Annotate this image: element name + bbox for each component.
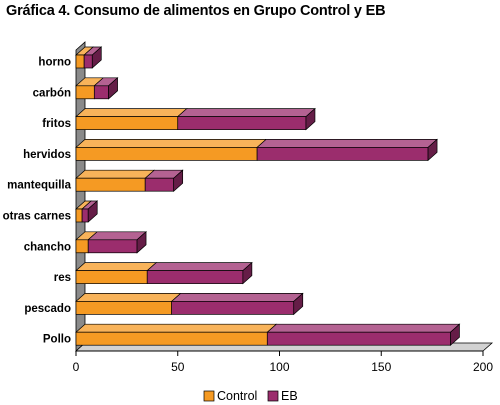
category-label-0: horno bbox=[38, 57, 71, 69]
bar-eb-9 bbox=[266, 323, 461, 346]
bar-top-face bbox=[75, 139, 268, 148]
bar-front-face bbox=[75, 239, 89, 254]
bar-eb-5 bbox=[81, 200, 99, 223]
bar-top-face bbox=[266, 323, 461, 333]
category-label-1: carbón bbox=[33, 87, 71, 99]
bar-control-2 bbox=[75, 108, 188, 130]
bar-top-face bbox=[170, 293, 304, 302]
bar-front-face bbox=[83, 54, 93, 69]
bar-eb-7 bbox=[146, 261, 253, 285]
bar-control-3 bbox=[75, 139, 268, 161]
bar-front-face bbox=[75, 85, 95, 100]
chart-legend: Control EB bbox=[203, 389, 298, 403]
category-label-3: hervidos bbox=[23, 149, 71, 161]
bar-side-face bbox=[427, 138, 438, 162]
bar-top-face bbox=[146, 262, 253, 271]
bar-top-face bbox=[87, 231, 147, 241]
bar-front-face bbox=[75, 331, 268, 346]
bar-side-face bbox=[108, 77, 118, 100]
bar-front-face bbox=[75, 147, 258, 161]
bar-front-face bbox=[87, 239, 138, 254]
bar-side-face bbox=[91, 46, 102, 69]
bar-top-face bbox=[75, 293, 182, 302]
bar-eb-2 bbox=[176, 107, 316, 131]
category-label-6: chancho bbox=[24, 241, 71, 253]
bar-side-face bbox=[305, 107, 316, 131]
category-labels: horno carbón fritos hervidos mantequilla otra… bbox=[3, 57, 72, 346]
category-label-7: res bbox=[54, 272, 71, 284]
x-tick-label-0: 0 bbox=[73, 360, 80, 374]
bar-eb-0 bbox=[83, 46, 103, 69]
bar-side-face bbox=[450, 323, 460, 346]
bar-eb-1 bbox=[93, 77, 119, 100]
bar-side-face bbox=[136, 231, 147, 254]
x-axis-ticks: 0 50 100 150 200 bbox=[73, 350, 493, 374]
bar-eb-3 bbox=[256, 138, 438, 162]
category-label-4: mantequilla bbox=[7, 180, 72, 192]
legend-swatch-control bbox=[203, 390, 215, 402]
category-label-8: pescado bbox=[24, 303, 71, 315]
bar-top-face bbox=[75, 323, 278, 333]
bar-control-9 bbox=[75, 323, 278, 346]
category-label-2: fritos bbox=[42, 118, 71, 130]
category-label-5: otras carnes bbox=[3, 211, 71, 223]
bar-front-face bbox=[75, 54, 85, 69]
bar-control-7 bbox=[75, 262, 158, 284]
legend-label-eb: EB bbox=[281, 389, 298, 403]
bar-front-face bbox=[75, 208, 83, 223]
bar-eb-4 bbox=[144, 169, 184, 192]
bar-front-face bbox=[75, 177, 146, 192]
bar-front-face bbox=[266, 331, 451, 346]
bar-front-face bbox=[75, 301, 172, 315]
x-tick-label-4: 200 bbox=[473, 360, 493, 374]
bar-side-face bbox=[293, 292, 304, 316]
x-tick-label-1: 50 bbox=[171, 360, 185, 374]
bar-side-face bbox=[242, 261, 253, 285]
bar-side-face bbox=[173, 169, 184, 192]
chart-bars bbox=[75, 46, 461, 346]
bar-control-6 bbox=[75, 231, 99, 254]
bar-control-8 bbox=[75, 293, 182, 315]
bar-top-face bbox=[75, 169, 156, 179]
bar-front-face bbox=[256, 147, 429, 161]
chart-title: Gráfica 4. Consumo de alimentos en Grupo… bbox=[6, 3, 386, 19]
legend-swatch-eb bbox=[267, 390, 279, 402]
x-tick-label-2: 100 bbox=[269, 360, 289, 374]
bar-eb-6 bbox=[87, 231, 147, 254]
bar-eb-8 bbox=[170, 292, 304, 316]
legend-label-control: Control bbox=[217, 389, 257, 403]
bar-top-face bbox=[75, 262, 158, 271]
bar-top-face bbox=[256, 139, 438, 148]
bar-front-face bbox=[146, 270, 244, 284]
bar-front-face bbox=[81, 208, 89, 223]
bar-front-face bbox=[75, 270, 148, 284]
bar-top-face bbox=[75, 108, 188, 117]
bar-top-face bbox=[176, 108, 316, 117]
bar-front-face bbox=[75, 116, 179, 130]
bar-front-face bbox=[144, 177, 175, 192]
bar-side-face bbox=[87, 200, 98, 223]
category-label-9: Pollo bbox=[43, 334, 71, 346]
bar-front-face bbox=[93, 85, 109, 100]
bar-control-4 bbox=[75, 169, 156, 192]
bar-front-face bbox=[177, 116, 307, 130]
x-tick-label-3: 150 bbox=[371, 360, 391, 374]
bar-front-face bbox=[171, 301, 295, 315]
